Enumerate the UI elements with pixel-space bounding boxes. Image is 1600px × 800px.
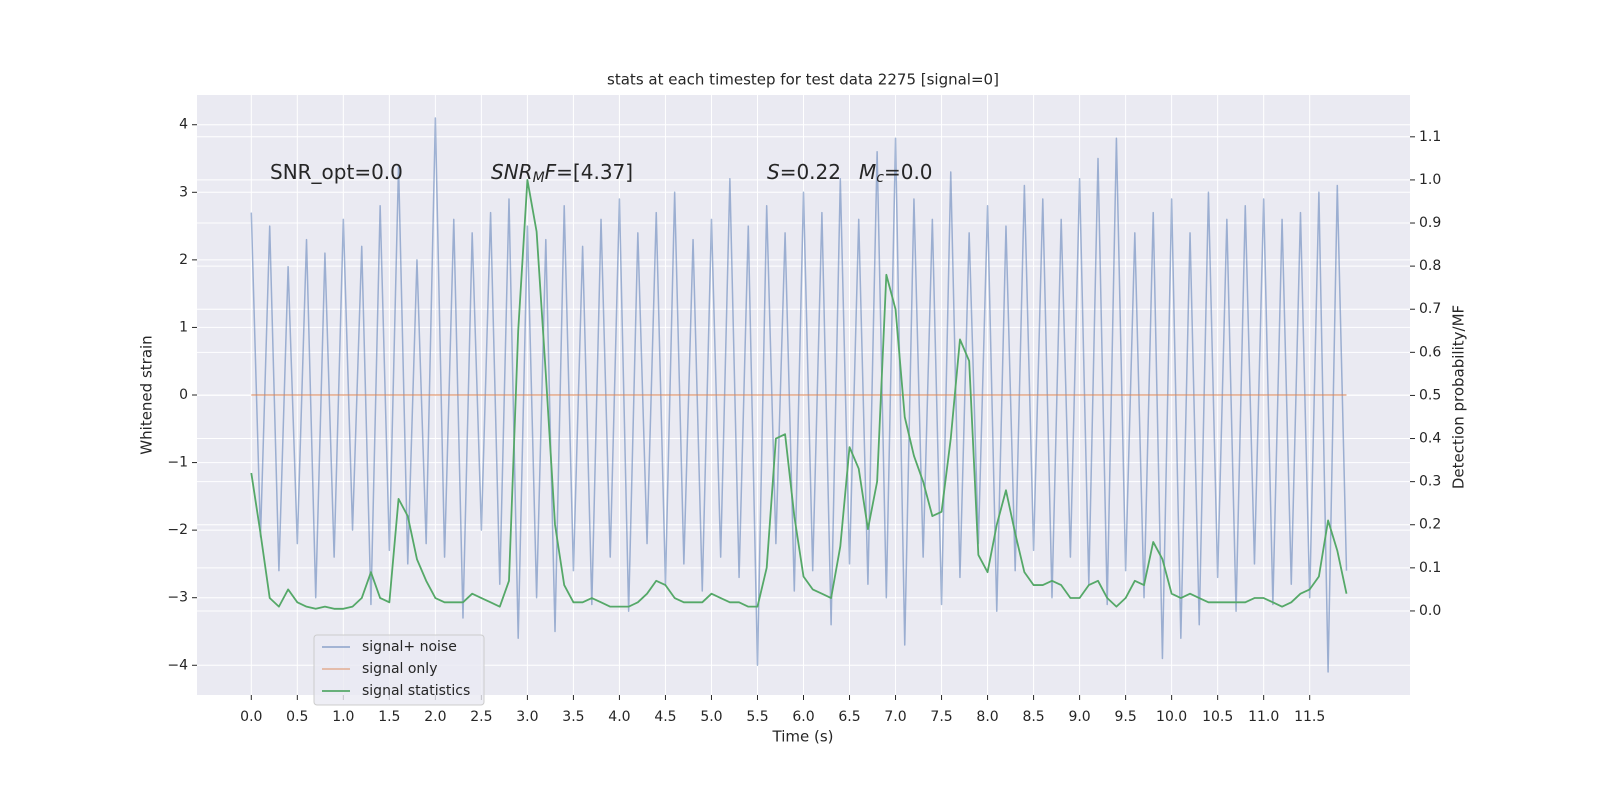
y2-tick-label: 0.0 bbox=[1419, 603, 1441, 619]
y2-tick-label: 0.7 bbox=[1419, 301, 1441, 317]
x-tick-label: 5.5 bbox=[746, 709, 768, 725]
y2-tick-label: 0.1 bbox=[1419, 560, 1441, 576]
y2-tick-label: 1.0 bbox=[1419, 172, 1441, 188]
y-tick-label: −4 bbox=[167, 657, 188, 673]
x-tick-label: 6.0 bbox=[792, 709, 814, 725]
series-line bbox=[250, 179, 1348, 610]
annotation-text: c bbox=[876, 170, 884, 186]
annotation-text: SNR_opt=0.0 bbox=[270, 160, 403, 184]
x-tick-label: 10.0 bbox=[1156, 709, 1187, 725]
x-tick-label: 1.5 bbox=[378, 709, 400, 725]
x-tick-label: 9.5 bbox=[1114, 709, 1136, 725]
legend-label: signal+ noise bbox=[362, 639, 457, 655]
annotation-text: =0.22 bbox=[780, 160, 841, 184]
x-tick-label: 3.0 bbox=[516, 709, 538, 725]
legend: signal+ noise signal only signal statistic… bbox=[313, 634, 485, 706]
x-tick-label: 7.5 bbox=[930, 709, 952, 725]
annotation: Mc=0.0 bbox=[859, 160, 933, 187]
x-tick-label: 2.5 bbox=[470, 709, 492, 725]
y2-axis-label: Detection probability/MF bbox=[1450, 305, 1468, 489]
y2-tick-label: 0.4 bbox=[1419, 431, 1441, 447]
annotation-text: SNR bbox=[491, 160, 533, 184]
x-tick-label: 8.0 bbox=[976, 709, 998, 725]
annotation-text: =0.0 bbox=[884, 160, 933, 184]
annotation-text: =[4.37] bbox=[556, 160, 633, 184]
x-tick-label: 10.5 bbox=[1202, 709, 1233, 725]
legend-frame bbox=[313, 634, 485, 706]
y2-tick-label: 0.5 bbox=[1419, 387, 1441, 403]
x-tick-label: 4.5 bbox=[654, 709, 676, 725]
x-tick-label: 11.5 bbox=[1294, 709, 1325, 725]
x-tick-label: 11.0 bbox=[1248, 709, 1279, 725]
y-tick-label: −3 bbox=[167, 590, 188, 606]
x-tick-label: 3.5 bbox=[562, 709, 584, 725]
y-tick-label: −1 bbox=[167, 455, 188, 471]
x-tick-label: 0.5 bbox=[286, 709, 308, 725]
annotation-text: S bbox=[767, 160, 780, 184]
chart-title: stats at each timestep for test data 227… bbox=[607, 71, 999, 89]
y2-tick-label: 0.6 bbox=[1419, 344, 1441, 360]
x-tick-label: 7.0 bbox=[884, 709, 906, 725]
legend-label: signal statistics bbox=[362, 683, 470, 699]
legend-label: signal only bbox=[362, 661, 437, 677]
y-tick-label: 3 bbox=[179, 184, 188, 200]
y-tick-label: −2 bbox=[167, 522, 188, 538]
y2-tick-label: 0.3 bbox=[1419, 474, 1441, 490]
y2-tick-label: 0.9 bbox=[1419, 215, 1441, 231]
y2-tick-label: 1.1 bbox=[1419, 129, 1441, 145]
x-tick-label: 6.5 bbox=[838, 709, 860, 725]
x-axis-label: Time (s) bbox=[772, 728, 834, 746]
annotation-text: F bbox=[545, 160, 557, 184]
x-tick-label: 5.0 bbox=[700, 709, 722, 725]
x-tick-label: 4.0 bbox=[608, 709, 630, 725]
y2-tick-label: 0.8 bbox=[1419, 258, 1441, 274]
y-tick-label: 1 bbox=[179, 319, 188, 335]
marks bbox=[250, 117, 1348, 673]
y-axis-label: Whitened strain bbox=[138, 335, 156, 454]
annotation-text: M bbox=[859, 160, 876, 184]
x-tick-label: 8.5 bbox=[1022, 709, 1044, 725]
annotation: S=0.22 bbox=[767, 160, 841, 184]
x-tick-label: 9.0 bbox=[1068, 709, 1090, 725]
y-tick-label: 2 bbox=[179, 252, 188, 268]
annotation-text: M bbox=[533, 170, 545, 186]
x-tick-label: 0.0 bbox=[240, 709, 262, 725]
y-tick-label: 4 bbox=[179, 117, 188, 133]
y-tick-label: 0 bbox=[179, 387, 188, 403]
annotation: SNRMF=[4.37] bbox=[491, 160, 633, 187]
y2-tick-label: 0.2 bbox=[1419, 517, 1441, 533]
annotation: SNR_opt=0.0 bbox=[270, 160, 403, 184]
x-tick-label: 1.0 bbox=[332, 709, 354, 725]
series-line bbox=[250, 117, 1348, 673]
x-tick-label: 2.0 bbox=[424, 709, 446, 725]
